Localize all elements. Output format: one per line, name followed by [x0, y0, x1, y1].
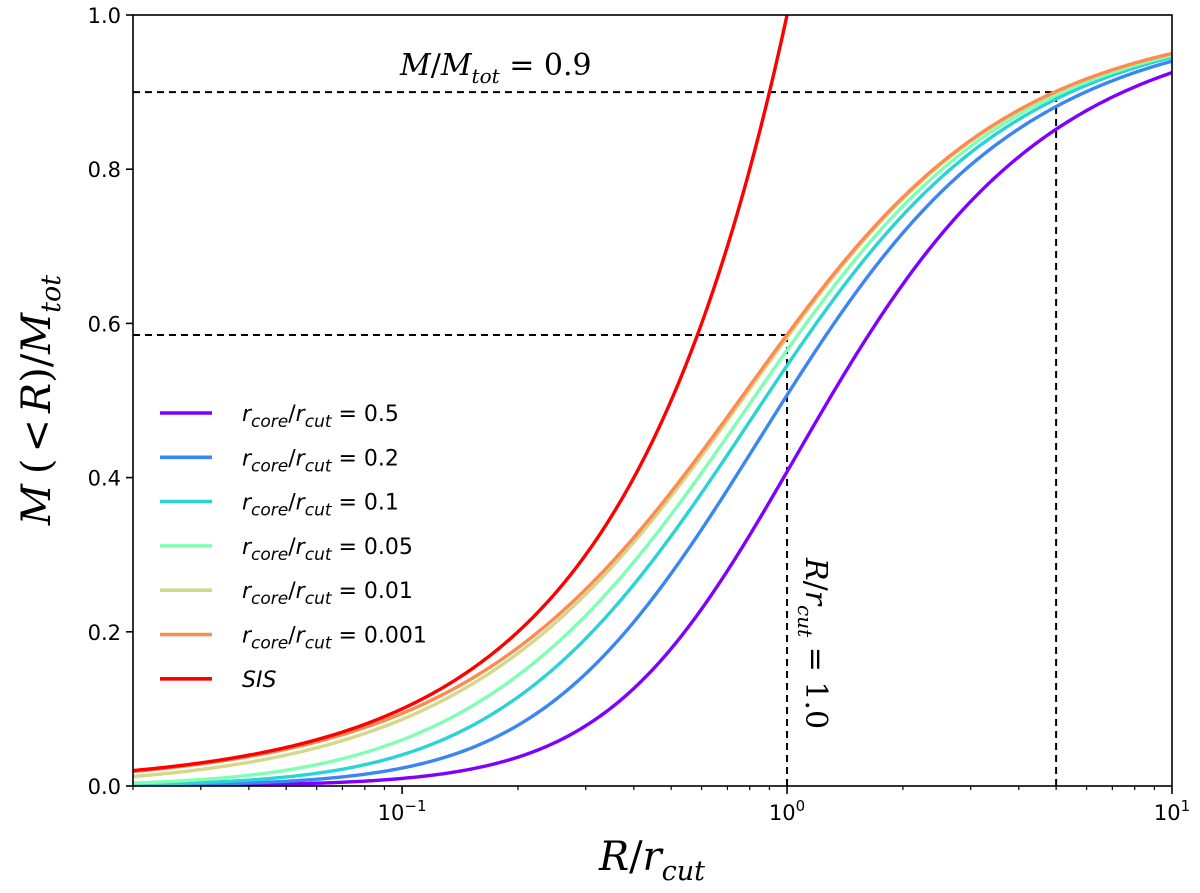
x-tick-label: 101: [1154, 797, 1190, 825]
legend-label: rcore/rcut = 0.2: [242, 446, 399, 476]
series-line-rcore-3: [133, 53, 1172, 785]
svg-text:M(<R)/Mtot: M(<R)/Mtot: [14, 275, 67, 526]
legend-label: SIS: [242, 668, 276, 693]
mass-fraction-annotation: M/Mtot = 0.9: [399, 48, 592, 88]
mass-fraction-value: 0.9: [544, 48, 592, 83]
legend-label: rcore/rcut = 0.5: [242, 402, 399, 432]
series-line-rcore-0: [133, 70, 1172, 786]
series-layer: [133, 15, 1172, 786]
x-axis-title: R/rcut: [598, 834, 705, 887]
y-tick-label: 0.0: [88, 775, 121, 799]
legend-label: rcore/rcut = 0.001: [242, 624, 427, 654]
legend: rcore/rcut = 0.5 rcore/rcut = 0.2 rcore/rc…: [160, 402, 427, 693]
series-line-rcore-2: [133, 55, 1172, 786]
plot-frame: [132, 14, 1173, 787]
x-tick-label: 10−1: [378, 797, 427, 825]
series-line-rcore-1: [133, 59, 1172, 786]
svg-text:M/Mtot = 0.9: M/Mtot = 0.9: [399, 48, 592, 88]
series-line-sis: [133, 15, 789, 773]
y-tick-label: 1.0: [88, 4, 121, 28]
legend-label: rcore/rcut = 0.05: [242, 535, 413, 565]
series-line-rcore-5: [133, 51, 1172, 774]
radius-ratio-value: 1.0: [798, 681, 833, 729]
svg-text:R/rcut = 1.0: R/rcut = 1.0: [793, 557, 833, 729]
legend-label: rcore/rcut = 0.01: [242, 579, 413, 609]
reference-lines: [133, 91, 1058, 786]
svg-text:R/rcut: R/rcut: [598, 834, 705, 887]
x-tick-label: 100: [769, 797, 805, 825]
y-tick-label: 0.2: [88, 621, 121, 645]
y-tick-label: 0.6: [88, 312, 121, 336]
axis-ticks: 0.0 0.2 0.4 0.6 0.8 1.0 10−1 100 101: [88, 4, 1191, 825]
legend-label: rcore/rcut = 0.1: [242, 491, 399, 521]
y-tick-label: 0.4: [88, 467, 121, 491]
radius-ratio-annotation: R/rcut = 1.0: [793, 557, 833, 729]
y-tick-label: 0.8: [88, 158, 121, 182]
y-axis-title: M(<R)/Mtot: [14, 275, 67, 526]
